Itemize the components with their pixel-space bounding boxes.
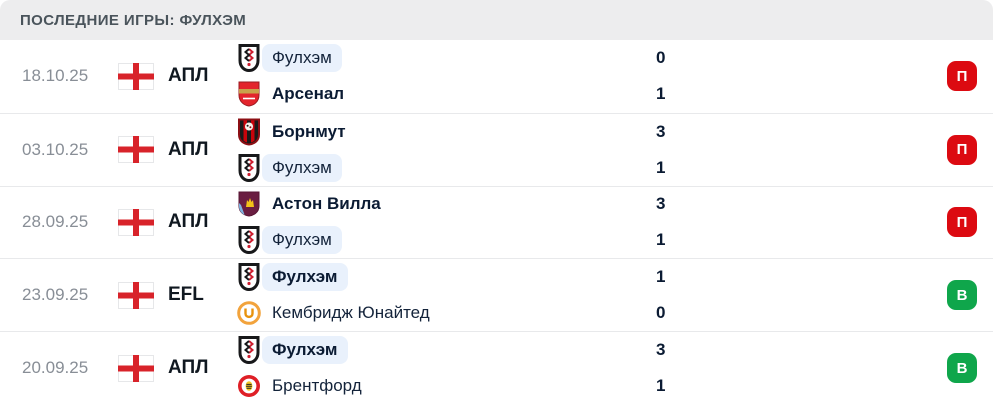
match-row[interactable]: 23.09.25 EFL Фулхэм Кембридж Юнайтед 1 0… [0,258,993,332]
match-date: 18.10.25 [22,66,89,86]
team-name: Фулхэм [262,226,342,255]
team-line: Брентфорд [236,371,656,401]
match-row[interactable]: 28.09.25 АПЛ Астон Вилла Фулхэм 3 1 П [0,185,993,259]
team-score: 1 [656,230,666,250]
aston-villa-logo-icon [236,191,262,217]
team-name: Арсенал [272,84,345,104]
result-badge: П [947,61,977,92]
match-date: 20.09.25 [22,358,89,378]
team-name: Фулхэм [262,153,342,182]
team-line: Фулхэм [236,225,656,255]
fulham-logo-icon [236,226,262,255]
result-badge: П [947,207,977,238]
england-flag-icon [118,62,154,90]
arsenal-logo-icon [236,81,262,107]
matchup: Фулхэм Брентфорд [236,335,656,401]
team-score: 3 [656,194,666,214]
result-badge: П [947,134,977,165]
team-name: Фулхэм [262,263,348,292]
result-badge: В [947,353,977,384]
league: АПЛ [118,354,236,382]
team-score: 1 [656,267,666,287]
match-date: 03.10.25 [22,139,89,159]
scores: 3 1 [656,117,670,183]
team-name: Борнмут [272,121,346,141]
league: АПЛ [118,208,236,236]
scores: 3 1 [656,189,670,255]
league: EFL [118,281,236,309]
fulham-logo-icon [236,153,262,182]
england-flag-icon [118,354,154,382]
england-flag-icon [118,281,154,309]
league: АПЛ [118,136,236,164]
bournemouth-logo-icon [236,118,262,146]
team-line: Фулхэм [236,335,656,365]
match-row[interactable]: 03.10.25 АПЛ Борнмут Фулхэм 3 1 П [0,112,993,186]
matchup: Фулхэм Арсенал [236,43,656,109]
match-date: 23.09.25 [22,285,89,305]
league: АПЛ [118,62,236,90]
team-line: Фулхэм [236,43,656,73]
team-score: 1 [656,84,666,104]
league-label: EFL [168,284,204,306]
cambridge-united-logo-icon [236,301,262,326]
england-flag-icon [118,208,154,236]
england-flag-icon [118,136,154,164]
team-score: 1 [656,157,666,177]
team-score: 0 [656,48,666,68]
team-name: Кембридж Юнайтед [272,303,430,323]
scores: 0 1 [656,43,670,109]
team-score: 3 [656,121,666,141]
team-score: 1 [656,376,666,396]
team-score: 3 [656,340,666,360]
team-name: Фулхэм [262,336,348,365]
matches-list: 18.10.25 АПЛ Фулхэм Арсенал 0 1 П 03.10.… [0,40,993,404]
league-label: АПЛ [168,138,209,160]
scores: 3 1 [656,335,670,401]
league-label: АПЛ [168,65,209,87]
fulham-logo-icon [236,263,262,292]
matchup: Борнмут Фулхэм [236,117,656,183]
fulham-logo-icon [236,44,262,73]
match-row[interactable]: 18.10.25 АПЛ Фулхэм Арсенал 0 1 П [0,40,993,113]
team-line: Борнмут [236,117,656,147]
team-line: Астон Вилла [236,189,656,219]
scores: 1 0 [656,262,670,328]
match-row[interactable]: 20.09.25 АПЛ Фулхэм Брентфорд 3 1 В [0,331,993,404]
matchup: Астон Вилла Фулхэм [236,189,656,255]
team-line: Кембридж Юнайтед [236,298,656,328]
team-line: Фулхэм [236,153,656,183]
league-label: АПЛ [168,357,209,379]
team-line: Фулхэм [236,262,656,292]
team-score: 0 [656,303,666,323]
league-label: АПЛ [168,211,209,233]
widget-title: ПОСЛЕДНИЕ ИГРЫ: ФУЛХЭМ [20,11,247,29]
match-date: 28.09.25 [22,212,89,232]
brentford-logo-icon [236,374,262,398]
team-name: Фулхэм [262,44,342,73]
team-line: Арсенал [236,79,656,109]
team-name: Астон Вилла [272,194,381,214]
team-name: Брентфорд [272,376,362,396]
widget-header: ПОСЛЕДНИЕ ИГРЫ: ФУЛХЭМ [0,0,993,40]
result-badge: В [947,280,977,311]
fulham-logo-icon [236,336,262,365]
matchup: Фулхэм Кембридж Юнайтед [236,262,656,328]
